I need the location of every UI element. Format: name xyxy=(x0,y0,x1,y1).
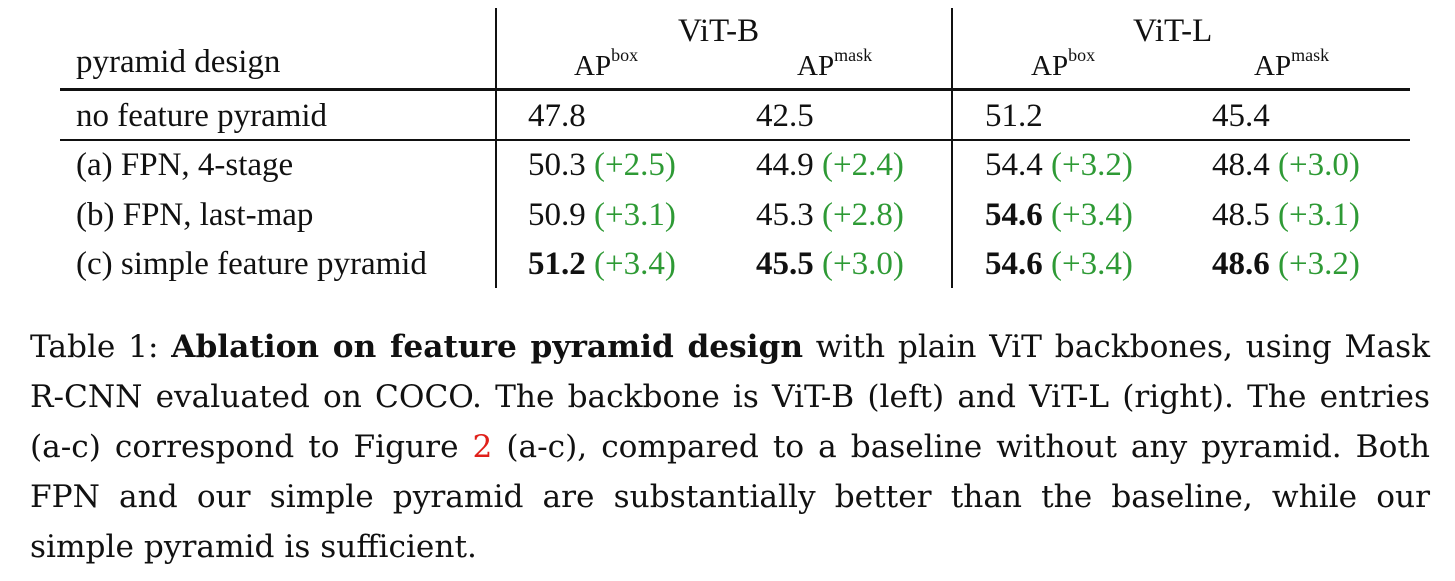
metric-sup: mask xyxy=(1291,45,1330,65)
metric-header-2: APmask xyxy=(797,45,873,89)
table-cell: 45.4 xyxy=(1212,96,1270,136)
cell-value: 54.6 xyxy=(985,246,1043,282)
table-vline-1 xyxy=(495,8,497,288)
group-header-vitb: ViT-B xyxy=(678,13,760,49)
metric-base: AP xyxy=(1254,50,1292,82)
cell-value: 48.6 xyxy=(1212,246,1270,282)
cell-value: 45.3 xyxy=(756,197,814,233)
cell-value: 45.5 xyxy=(756,246,814,282)
table-cell: 50.9 (+3.1) xyxy=(528,195,676,235)
table-cell: 51.2 (+3.4) xyxy=(528,244,676,284)
row-label: no feature pyramid xyxy=(76,98,328,134)
metric-sup: mask xyxy=(834,45,873,65)
metric-header-3: APbox xyxy=(1031,45,1096,89)
table-cell: 42.5 xyxy=(756,96,814,136)
cell-value: 51.2 xyxy=(985,98,1043,134)
table-cell: 47.8 xyxy=(528,96,586,136)
table-cell: 54.6 (+3.4) xyxy=(985,195,1133,235)
cell-gain: (+2.8) xyxy=(822,197,904,233)
row-label: (b) FPN, last-map xyxy=(76,197,314,233)
table-cell: 51.2 xyxy=(985,96,1043,136)
cell-gain: (+2.5) xyxy=(594,147,676,183)
cell-value: 45.4 xyxy=(1212,98,1270,134)
table-cell: 44.9 (+2.4) xyxy=(756,145,904,185)
metric-sup: box xyxy=(611,45,639,65)
table-rule-mid xyxy=(60,139,1410,141)
cell-gain: (+3.0) xyxy=(1278,147,1360,183)
cell-gain: (+3.2) xyxy=(1051,147,1133,183)
group-header-vitl: ViT-L xyxy=(1133,13,1213,49)
row-header-label: pyramid design xyxy=(76,44,281,80)
caption-label: Table 1: xyxy=(30,329,159,365)
cell-gain: (+2.4) xyxy=(822,147,904,183)
cell-value: 51.2 xyxy=(528,246,586,282)
table-cell: 48.6 (+3.2) xyxy=(1212,244,1360,284)
table-cell: 54.6 (+3.4) xyxy=(985,244,1133,284)
table-caption: Table 1: Ablation on feature pyramid des… xyxy=(30,322,1430,572)
table-cell: 54.4 (+3.2) xyxy=(985,145,1133,185)
metric-base: AP xyxy=(797,50,835,82)
row-label: (c) simple feature pyramid xyxy=(76,246,427,282)
cell-value: 48.5 xyxy=(1212,197,1270,233)
cell-value: 54.4 xyxy=(985,147,1043,183)
caption-text-2: (a-c), compared to a baseline without an… xyxy=(30,429,1430,565)
table-rule-header xyxy=(60,88,1410,91)
row-label: (a) FPN, 4-stage xyxy=(76,147,294,183)
metric-base: AP xyxy=(574,50,612,82)
table-cell: 50.3 (+2.5) xyxy=(528,145,676,185)
cell-gain: (+3.1) xyxy=(1278,197,1360,233)
table-cell: 48.4 (+3.0) xyxy=(1212,145,1360,185)
cell-gain: (+3.1) xyxy=(594,197,676,233)
table-cell: 45.5 (+3.0) xyxy=(756,244,904,284)
table-cell: 45.3 (+2.8) xyxy=(756,195,904,235)
cell-value: 50.9 xyxy=(528,197,586,233)
cell-value: 54.6 xyxy=(985,197,1043,233)
metric-base: AP xyxy=(1031,50,1069,82)
cell-gain: (+3.2) xyxy=(1278,246,1360,282)
cell-value: 47.8 xyxy=(528,98,586,134)
cell-value: 42.5 xyxy=(756,98,814,134)
figure-ref-link[interactable]: 2 xyxy=(472,429,493,465)
cell-value: 48.4 xyxy=(1212,147,1270,183)
cell-value: 44.9 xyxy=(756,147,814,183)
cell-gain: (+3.4) xyxy=(1051,246,1133,282)
results-table: pyramid design ViT-B ViT-L APbox APmask … xyxy=(60,8,1410,288)
metric-header-1: APbox xyxy=(574,45,639,89)
table-cell: 48.5 (+3.1) xyxy=(1212,195,1360,235)
cell-gain: (+3.0) xyxy=(822,246,904,282)
caption-title: Ablation on feature pyramid design xyxy=(171,329,804,365)
table-vline-2 xyxy=(951,8,953,288)
caption-text-1: with plain ViT backbones, using Mask R-C… xyxy=(30,329,1430,465)
cell-gain: (+3.4) xyxy=(594,246,676,282)
metric-header-4: APmask xyxy=(1254,45,1330,89)
cell-gain: (+3.4) xyxy=(1051,197,1133,233)
cell-value: 50.3 xyxy=(528,147,586,183)
metric-sup: box xyxy=(1068,45,1096,65)
